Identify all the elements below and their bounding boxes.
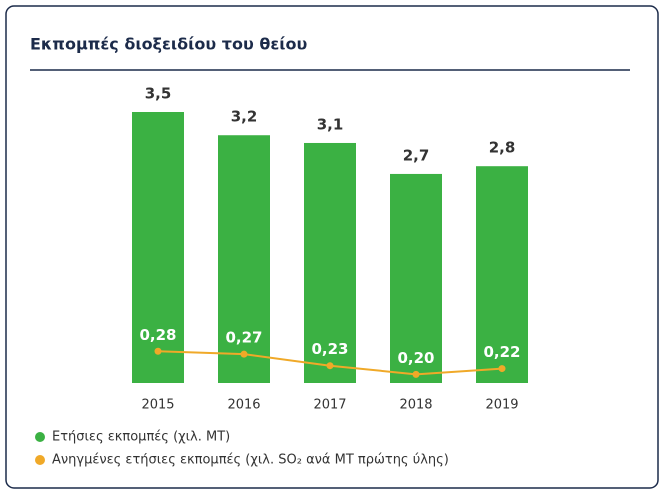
bar-value-label: 2,7	[403, 146, 430, 164]
bar	[390, 173, 442, 383]
chart-title: Εκπομπές διοξειδίου του θείου	[30, 35, 307, 54]
x-tick-label: 2017	[313, 398, 346, 413]
bar	[132, 112, 184, 383]
line-point	[326, 362, 334, 370]
line-value-label: 0,27	[225, 329, 262, 347]
legend-marker	[35, 432, 45, 442]
legend-label: Ετήσιες εκπομπές (χιλ. MT)	[52, 430, 230, 445]
line-point	[498, 365, 506, 373]
bar-value-label: 3,5	[145, 85, 172, 103]
bar-value-label: 3,2	[231, 108, 258, 126]
line-value-label: 0,22	[483, 343, 520, 361]
bar-value-label: 3,1	[317, 115, 344, 133]
line-value-label: 0,23	[311, 340, 348, 358]
x-tick-label: 2015	[141, 398, 174, 413]
x-tick-label: 2016	[227, 398, 260, 413]
bar	[476, 166, 528, 383]
line-point	[240, 350, 248, 358]
bar-value-label: 2,8	[489, 139, 516, 157]
x-tick-label: 2018	[399, 398, 432, 413]
line-value-label: 0,20	[397, 349, 434, 367]
bar	[218, 135, 270, 383]
line-value-label: 0,28	[139, 326, 176, 344]
line-point	[412, 370, 420, 378]
legend-marker	[35, 455, 45, 465]
legend-label: Ανηγμένες ετήσιες εκπομπές (χιλ. SO₂ ανά…	[52, 453, 449, 468]
bar	[304, 142, 356, 383]
x-tick-label: 2019	[485, 398, 518, 413]
line-point	[154, 347, 162, 355]
